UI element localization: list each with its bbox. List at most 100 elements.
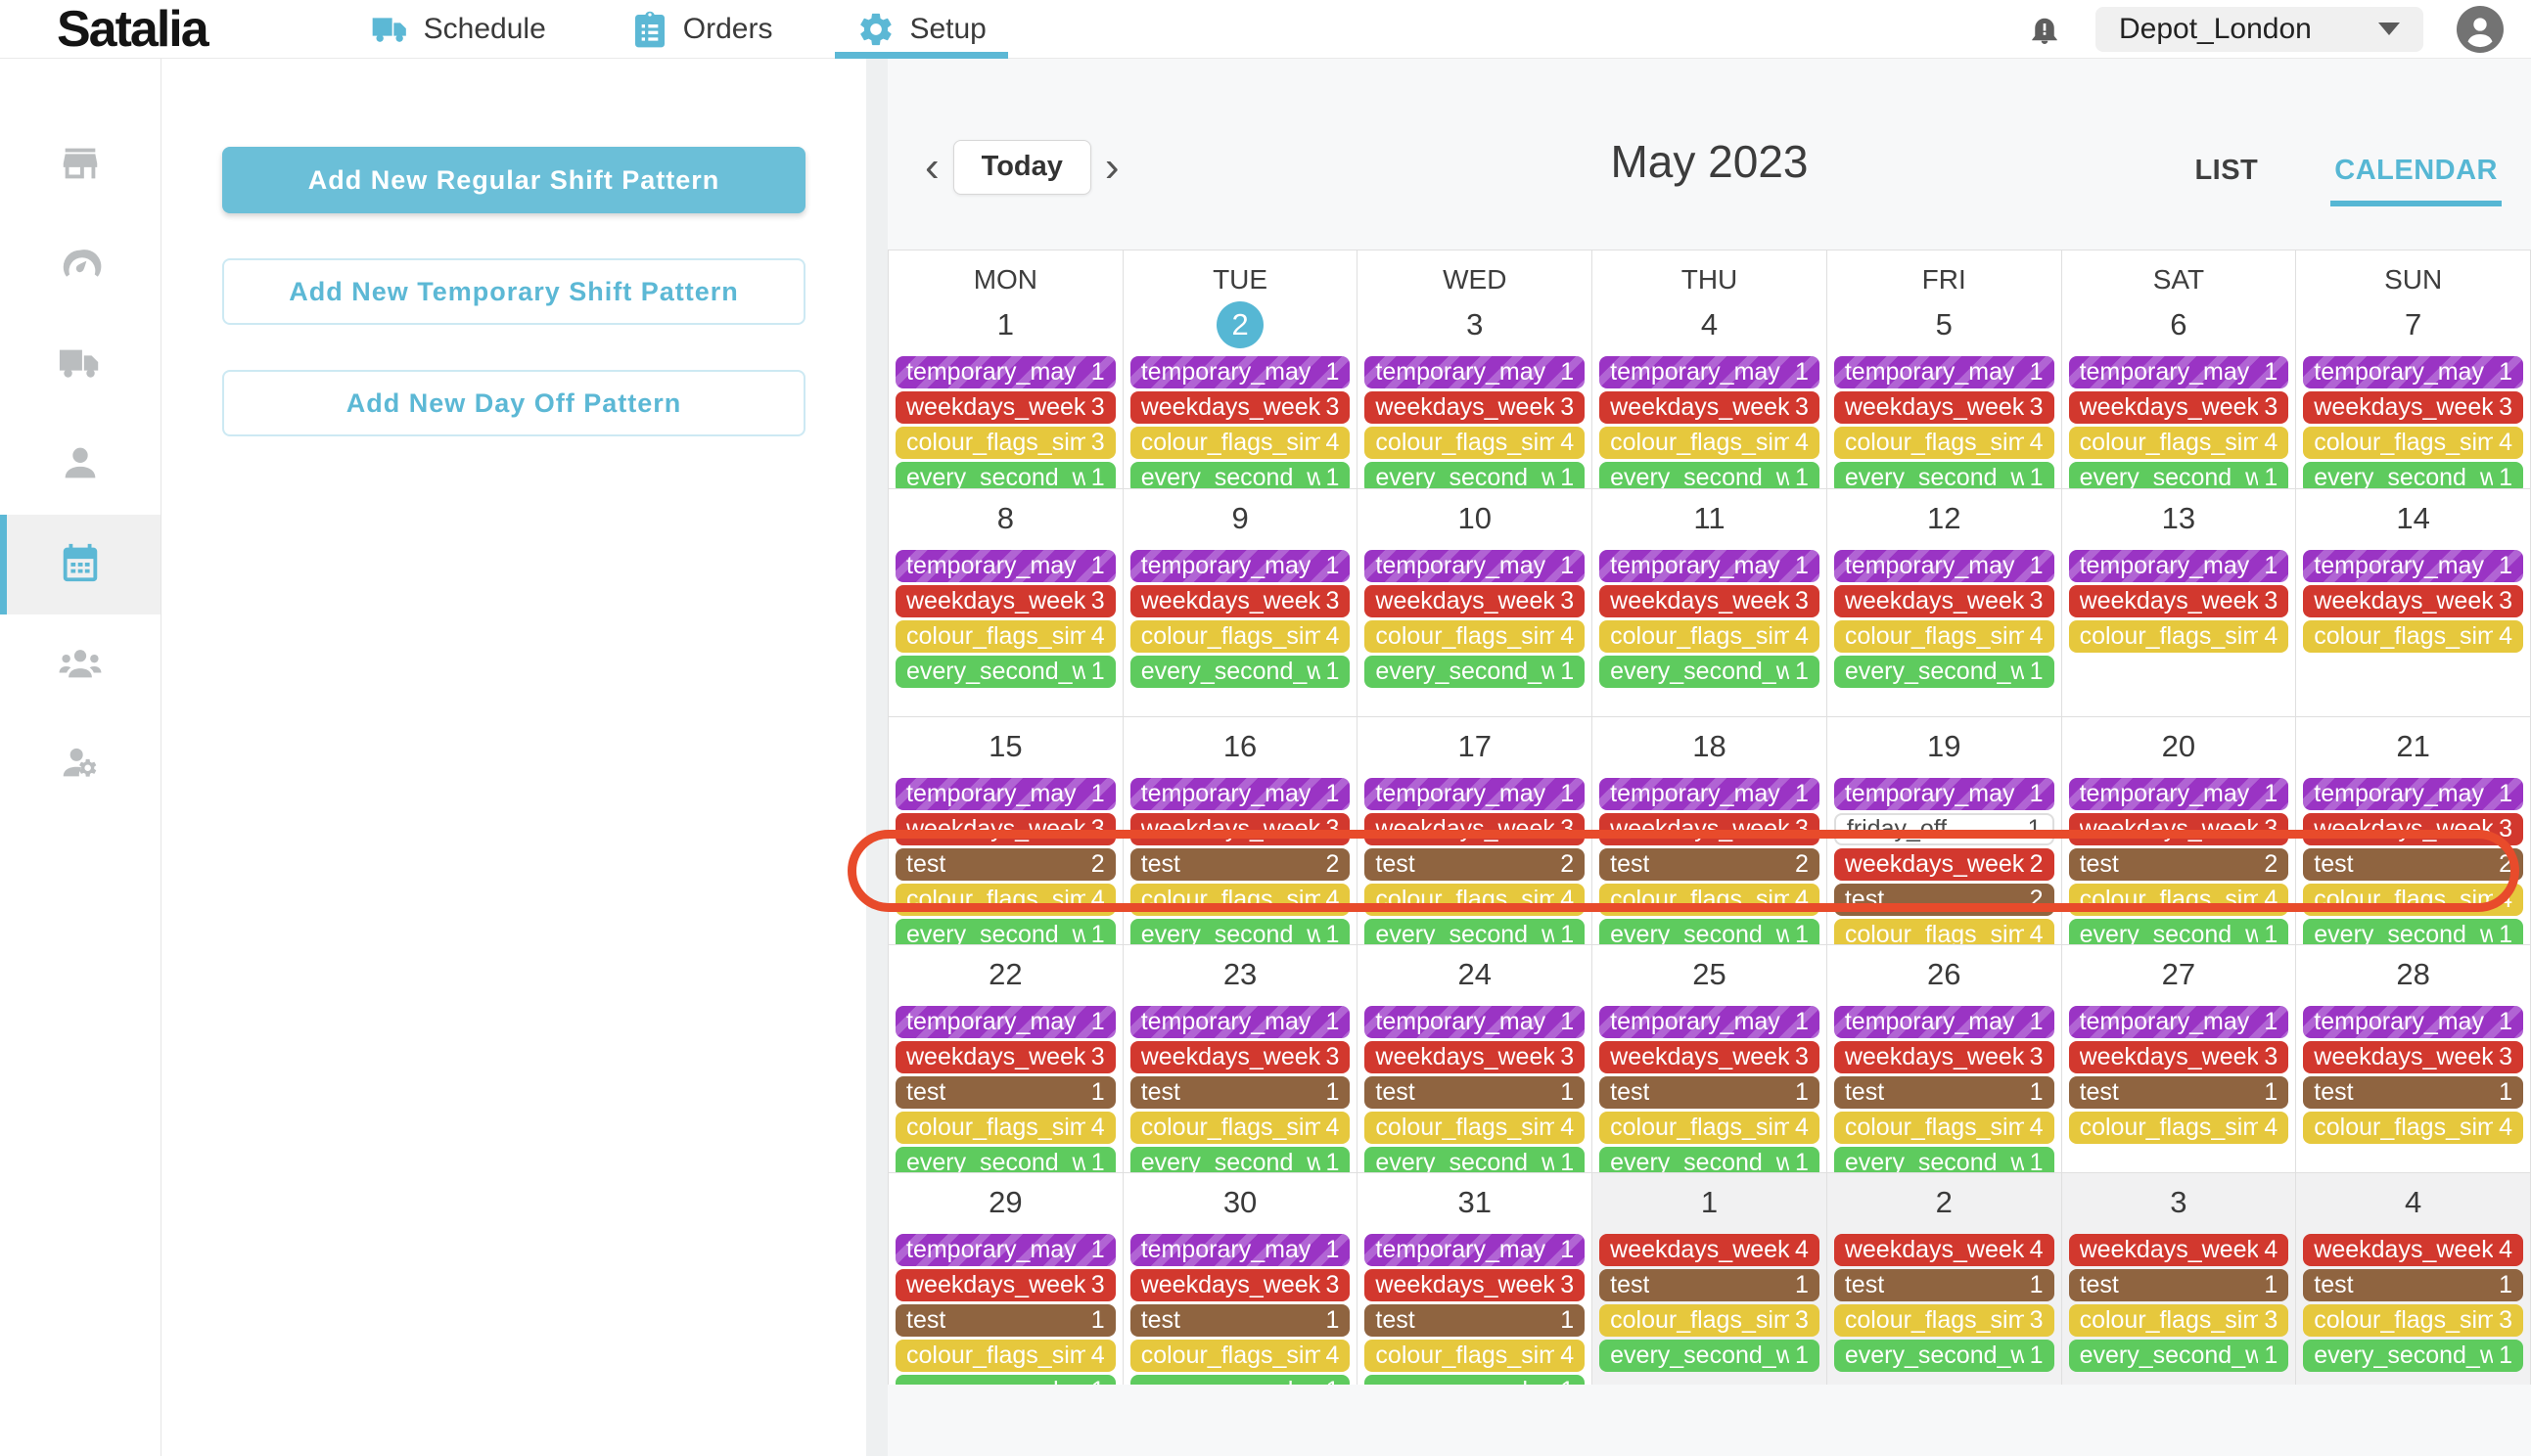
calendar-day-cell[interactable]: 11temporary_may1weekdays_weeke…3colour_f…	[1592, 489, 1827, 717]
shift-pattern-chip-every[interactable]: every_second_we…1	[896, 919, 1116, 944]
calendar-day-cell[interactable]: 17temporary_may1weekdays_weeke…3test2col…	[1358, 717, 1593, 945]
shift-pattern-chip-every[interactable]: every_second_we…1	[896, 656, 1116, 688]
shift-pattern-chip-temporary[interactable]: temporary_may 1	[896, 1006, 1116, 1038]
shift-pattern-chip-every[interactable]: every_second_we…1	[1364, 462, 1586, 488]
shift-pattern-chip-test[interactable]: test 2	[1129, 848, 1351, 881]
shift-pattern-chip-colour[interactable]: colour_flags_sim…4	[1599, 884, 1819, 916]
nav-item-schedule[interactable]: Schedule	[349, 0, 568, 59]
shift-pattern-chip-colour[interactable]: colour_flags_sim…4	[1364, 1340, 1586, 1372]
shift-pattern-chip-test[interactable]: test 1	[1129, 1304, 1351, 1337]
shift-pattern-chip-temporary[interactable]: temporary_may 1	[2068, 778, 2289, 810]
shift-pattern-chip-every[interactable]: every_second_we…1	[1129, 462, 1351, 488]
shift-pattern-chip-every[interactable]: every_second_we…1	[1364, 1375, 1586, 1385]
shift-pattern-chip-every[interactable]: every_second_we…1	[1599, 1340, 1819, 1372]
shift-pattern-chip-temporary[interactable]: temporary_may 1	[896, 778, 1116, 810]
shift-pattern-chip-colour[interactable]: colour_flags_sim…4	[896, 1112, 1116, 1144]
shift-pattern-chip-every[interactable]: every_second_we…1	[1833, 1147, 2054, 1172]
nav-item-orders[interactable]: Orders	[609, 0, 795, 59]
shift-pattern-chip-temporary[interactable]: temporary_may 1	[1833, 356, 2054, 388]
calendar-day-cell[interactable]: 13temporary_may1weekdays_weeke…3colour_f…	[2061, 489, 2297, 717]
shift-pattern-chip-colour[interactable]: colour_flags_sim…3	[1599, 1304, 1819, 1337]
calendar-day-cell[interactable]: 28temporary_may1weekdays_weeke…3test1col…	[2296, 945, 2531, 1173]
shift-pattern-chip-every[interactable]: every_second_we…1	[2068, 462, 2289, 488]
shift-pattern-chip-temporary[interactable]: temporary_may 1	[1599, 1006, 1819, 1038]
shift-pattern-chip-temporary[interactable]: temporary_may 1	[1129, 1234, 1351, 1266]
shift-pattern-chip-temporary[interactable]: temporary_may 1	[2303, 356, 2523, 388]
shift-pattern-chip-every[interactable]: every_second_we…1	[1833, 1340, 2054, 1372]
calendar-day-cell[interactable]: 25temporary_may1weekdays_weeke…3test1col…	[1592, 945, 1827, 1173]
sidebar-item-dashboard[interactable]	[0, 215, 161, 315]
shift-pattern-chip-colour[interactable]: colour_flags_sim…4	[1129, 884, 1351, 916]
shift-pattern-chip-weekdays[interactable]: weekdays_weeke…3	[896, 813, 1116, 845]
shift-pattern-chip-test[interactable]: test 1	[1364, 1304, 1586, 1337]
depot-select[interactable]: Depot_London	[2095, 6, 2423, 52]
shift-pattern-chip-every[interactable]: every_second_we…1	[2068, 1340, 2289, 1372]
shift-pattern-chip-temporary[interactable]: temporary_may 1	[2068, 1006, 2289, 1038]
calendar-day-cell[interactable]: 18temporary_may1weekdays_weeke…3test2col…	[1592, 717, 1827, 945]
shift-pattern-chip-weekdays[interactable]: weekdays_weeke…4	[1833, 1234, 2054, 1266]
calendar-day-cell[interactable]: MON1temporary_may1weekdays_weeke…3colour…	[889, 250, 1124, 489]
shift-pattern-chip-dayoff[interactable]: friday_off 1	[1833, 813, 2054, 845]
add-day-off-pattern-button[interactable]: Add New Day Off Pattern	[222, 370, 805, 436]
tab-list-view[interactable]: LIST	[2194, 155, 2259, 186]
shift-pattern-chip-weekdays[interactable]: weekdays_weeke…3	[1364, 391, 1586, 424]
shift-pattern-chip-temporary[interactable]: temporary_may 1	[1833, 778, 2054, 810]
shift-pattern-chip-colour[interactable]: colour_flags_sim…4	[2303, 1112, 2523, 1144]
shift-pattern-chip-every[interactable]: every_second_we…1	[2068, 919, 2289, 944]
shift-pattern-chip-weekdays[interactable]: weekdays_weeke…3	[2303, 585, 2523, 617]
shift-pattern-chip-every[interactable]: every_second_we…1	[1364, 1147, 1586, 1172]
shift-pattern-chip-test[interactable]: test 1	[896, 1076, 1116, 1109]
shift-pattern-chip-temporary[interactable]: temporary_may 1	[1364, 1234, 1586, 1266]
calendar-day-cell[interactable]: 23temporary_may1weekdays_weeke…3test1col…	[1123, 945, 1358, 1173]
shift-pattern-chip-test[interactable]: test 1	[2303, 1269, 2523, 1301]
shift-pattern-chip-weekdays[interactable]: weekdays_weeke…3	[1364, 813, 1586, 845]
calendar-day-cell[interactable]: TUE2temporary_may1weekdays_weeke…3colour…	[1123, 250, 1358, 489]
shift-pattern-chip-weekdays[interactable]: weekdays_weeke…3	[2303, 813, 2523, 845]
shift-pattern-chip-colour[interactable]: colour_flags_sim…4	[1833, 919, 2054, 944]
sidebar-item-drivers[interactable]	[0, 415, 161, 515]
shift-pattern-chip-temporary[interactable]: temporary_may 1	[896, 1234, 1116, 1266]
calendar-day-cell[interactable]: 19 temporary_may 1 friday_off 1 weekdays_week…	[1826, 717, 2062, 945]
shift-pattern-chip-weekdays[interactable]: weekdays_weeke…3	[896, 391, 1116, 424]
shift-pattern-chip-test[interactable]: test 1	[2068, 1076, 2289, 1109]
shift-pattern-chip-temporary[interactable]: temporary_may 1	[1129, 1006, 1351, 1038]
shift-pattern-chip-colour[interactable]: colour_flags_sim…4	[2068, 1112, 2289, 1144]
shift-pattern-chip-test[interactable]: test 1	[1129, 1076, 1351, 1109]
shift-pattern-chip-colour[interactable]: colour_flags_sim…4	[1833, 620, 2054, 653]
shift-pattern-chip-every[interactable]: every_second_we…1	[896, 1375, 1116, 1385]
calendar-day-cell[interactable]: 31temporary_may1weekdays_weeke…3test1col…	[1358, 1173, 1593, 1385]
calendar-day-cell[interactable]: FRI5temporary_may1weekdays_weeke…3colour…	[1826, 250, 2062, 489]
shift-pattern-chip-colour[interactable]: colour_flags_sim…4	[2068, 884, 2289, 916]
shift-pattern-chip-weekdays[interactable]: weekdays_weeke…3	[1129, 813, 1351, 845]
chevron-right-icon[interactable]: ›	[1104, 142, 1120, 191]
shift-pattern-chip-test[interactable]: test 2	[1599, 848, 1819, 881]
shift-pattern-chip-every[interactable]: every_second_we…1	[1129, 1375, 1351, 1385]
shift-pattern-chip-weekdays[interactable]: weekdays_weeke…2	[1833, 848, 2054, 881]
shift-pattern-chip-every[interactable]: every_second_we…1	[2303, 919, 2523, 944]
shift-pattern-chip-colour[interactable]: colour_flags_sim…4	[1364, 884, 1586, 916]
calendar-day-cell[interactable]: 9temporary_may1weekdays_weeke…3colour_fl…	[1123, 489, 1358, 717]
shift-pattern-chip-temporary[interactable]: temporary_may 1	[2303, 550, 2523, 582]
sidebar-item-vehicles[interactable]	[0, 315, 161, 415]
shift-pattern-chip-temporary[interactable]: temporary_may 1	[896, 356, 1116, 388]
shift-pattern-chip-every[interactable]: every_second_we…1	[1599, 462, 1819, 488]
shift-pattern-chip-colour[interactable]: colour_flags_sim…3	[2068, 1304, 2289, 1337]
shift-pattern-chip-weekdays[interactable]: weekdays_weeke…3	[1833, 1041, 2054, 1073]
calendar-day-cell[interactable]: WED3temporary_may1weekdays_weeke…3colour…	[1358, 250, 1593, 489]
shift-pattern-chip-test[interactable]: test 2	[1364, 848, 1586, 881]
shift-pattern-chip-colour[interactable]: colour_flags_sim…4	[1129, 1112, 1351, 1144]
shift-pattern-chip-colour[interactable]: colour_flags_sim…4	[1833, 1112, 2054, 1144]
shift-pattern-chip-test[interactable]: test 2	[2068, 848, 2289, 881]
shift-pattern-chip-test[interactable]: test 2	[2303, 848, 2523, 881]
shift-pattern-chip-temporary[interactable]: temporary_may 1	[1364, 1006, 1586, 1038]
shift-pattern-chip-weekdays[interactable]: weekdays_weeke…3	[1364, 1041, 1586, 1073]
shift-pattern-chip-colour[interactable]: colour_flags_sim…4	[2303, 427, 2523, 459]
shift-pattern-chip-every[interactable]: every_second_we…1	[896, 462, 1116, 488]
shift-pattern-chip-temporary[interactable]: temporary_may 1	[1364, 356, 1586, 388]
shift-pattern-chip-weekdays[interactable]: weekdays_weeke…3	[2068, 813, 2289, 845]
user-avatar[interactable]	[2457, 5, 2504, 53]
shift-pattern-chip-temporary[interactable]: temporary_may 1	[1599, 778, 1819, 810]
chevron-left-icon[interactable]: ‹	[925, 142, 940, 191]
shift-pattern-chip-colour[interactable]: colour_flags_sim…4	[1129, 427, 1351, 459]
shift-pattern-chip-colour[interactable]: colour_flags_sim…4	[1364, 620, 1586, 653]
